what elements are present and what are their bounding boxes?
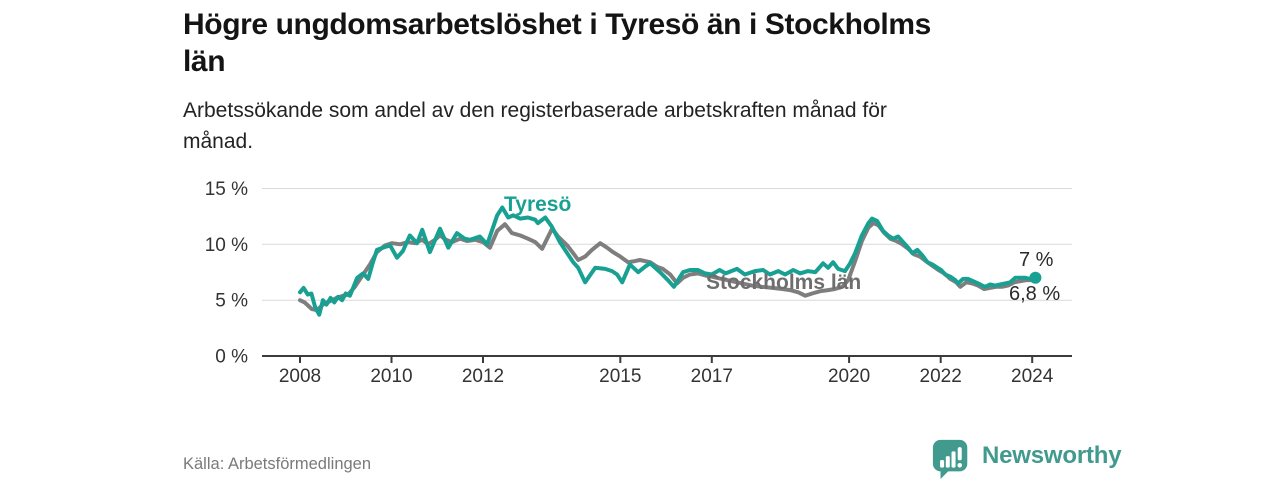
newsworthy-icon (932, 439, 968, 480)
x-tick-label-2020: 2020 (828, 366, 870, 387)
x-tick-label-2008: 2008 (279, 366, 321, 387)
y-tick-label-5: 5 % (215, 291, 248, 312)
title-line-1: Högre ungdomsarbetslöshet i Tyresö än i … (183, 8, 931, 41)
series-label-stockholms-lan: Stockholms län (706, 271, 862, 294)
y-tick-label-10: 10 % (205, 235, 248, 256)
x-tick-label-2010: 2010 (370, 366, 412, 387)
subtitle-line-1: Arbetssökande som andel av den registerb… (183, 99, 887, 122)
x-tick-label-2022: 2022 (920, 366, 962, 387)
page-title: Högre ungdomsarbetslöshet i Tyresö än i … (183, 6, 1143, 80)
newsworthy-wordmark: Newsworthy (982, 442, 1122, 469)
series-line-tyres- (298, 205, 1038, 317)
x-tick-label-2024: 2024 (1011, 366, 1054, 387)
x-tick-label-2012: 2012 (462, 366, 504, 387)
title-line-2: län (183, 45, 226, 78)
source-text: Källa: Arbetsförmedlingen (183, 455, 372, 473)
subtitle-line-2: månad. (183, 130, 254, 153)
series-end-dot (1029, 271, 1042, 284)
y-tick-label-0: 0 % (215, 347, 248, 368)
y-tick-label-15: 15 % (205, 179, 248, 200)
x-tick-label-2015: 2015 (599, 366, 641, 387)
series-label-tyreso: Tyresö (504, 193, 572, 216)
end-value-stockholms-lan: 6,8 % (1009, 283, 1061, 305)
x-tick-label-2017: 2017 (691, 366, 733, 387)
newsworthy-logo[interactable]: Newsworthy (931, 438, 1122, 480)
end-value-tyreso: 7 % (1019, 249, 1054, 271)
chart-subtitle: Arbetssökande som andel av den registerb… (183, 95, 1063, 157)
